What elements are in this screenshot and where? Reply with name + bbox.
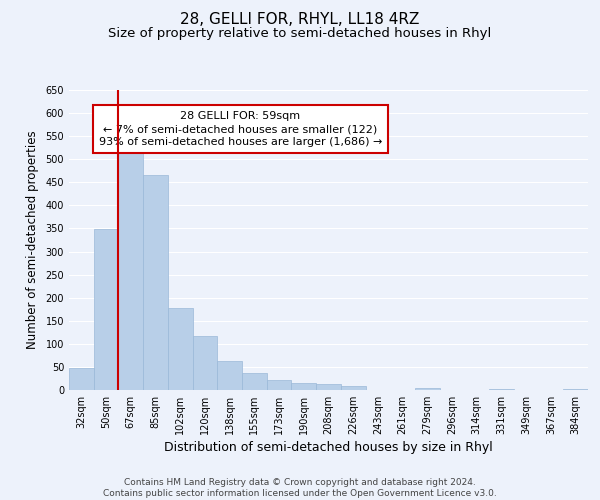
- Bar: [316, 384, 341, 390]
- Bar: [118, 142, 143, 390]
- Bar: [217, 362, 242, 390]
- Text: Contains HM Land Registry data © Crown copyright and database right 2024.
Contai: Contains HM Land Registry data © Crown c…: [103, 478, 497, 498]
- Bar: [242, 374, 267, 390]
- X-axis label: Distribution of semi-detached houses by size in Rhyl: Distribution of semi-detached houses by …: [164, 441, 493, 454]
- Bar: [267, 380, 292, 390]
- Bar: [143, 176, 168, 390]
- Bar: [69, 368, 94, 390]
- Bar: [563, 388, 588, 390]
- Bar: [292, 383, 316, 390]
- Bar: [193, 336, 217, 390]
- Y-axis label: Number of semi-detached properties: Number of semi-detached properties: [26, 130, 38, 350]
- Bar: [168, 308, 193, 390]
- Text: 28 GELLI FOR: 59sqm
← 7% of semi-detached houses are smaller (122)
93% of semi-d: 28 GELLI FOR: 59sqm ← 7% of semi-detache…: [98, 111, 382, 148]
- Bar: [341, 386, 365, 390]
- Text: 28, GELLI FOR, RHYL, LL18 4RZ: 28, GELLI FOR, RHYL, LL18 4RZ: [181, 12, 419, 28]
- Bar: [415, 388, 440, 390]
- Bar: [489, 388, 514, 390]
- Bar: [94, 230, 118, 390]
- Text: Size of property relative to semi-detached houses in Rhyl: Size of property relative to semi-detach…: [109, 28, 491, 40]
